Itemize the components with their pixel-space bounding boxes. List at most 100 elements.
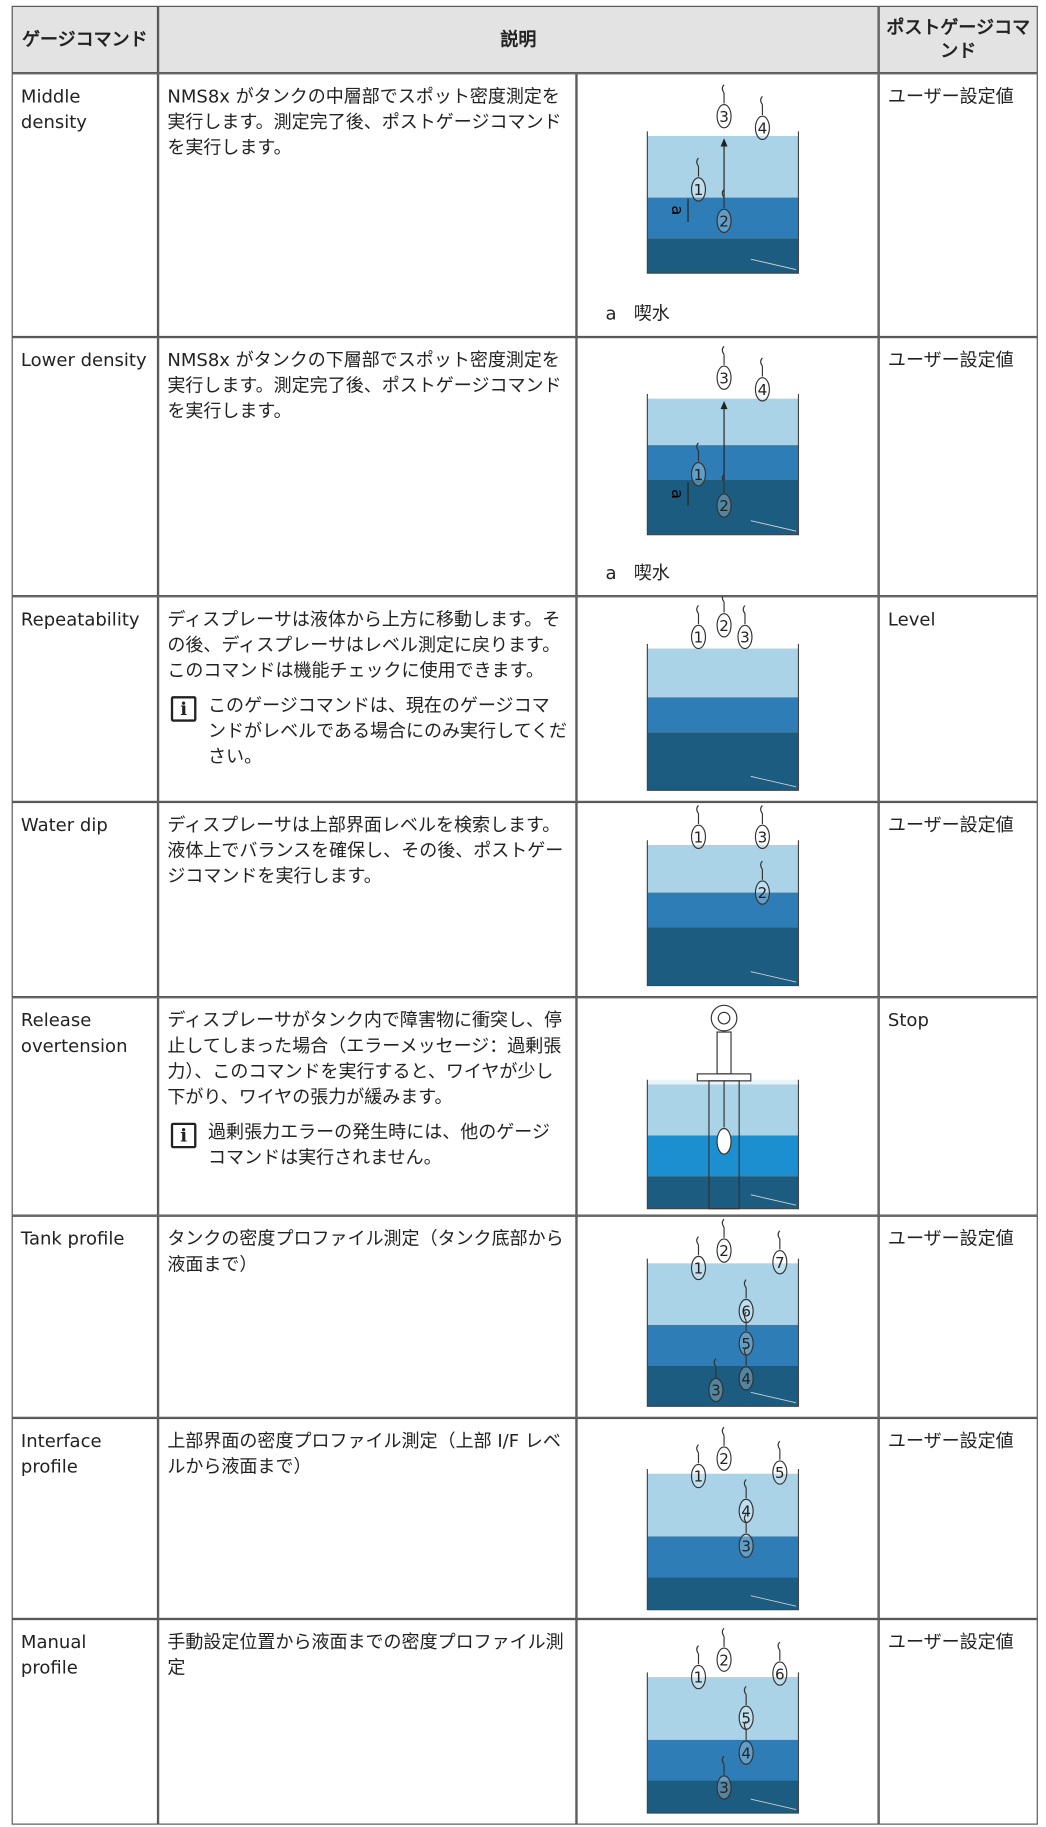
post-command-cell: ユーザー設定値 bbox=[878, 1215, 1038, 1418]
tank-figure: 3 4 12 a bbox=[646, 84, 800, 274]
displacer-number: 1 bbox=[694, 181, 704, 199]
displacer-number: 2 bbox=[719, 497, 729, 515]
post-command-text: ユーザー設定値 bbox=[887, 349, 1014, 371]
caption-gap bbox=[617, 303, 634, 324]
hook bbox=[760, 357, 763, 367]
displacer-number: 3 bbox=[741, 1537, 751, 1555]
liquid-layer bbox=[647, 1263, 799, 1325]
hook bbox=[713, 1358, 717, 1368]
hook bbox=[721, 596, 725, 603]
tank-figure: 123 bbox=[646, 596, 800, 791]
liquid-layer bbox=[647, 238, 799, 274]
liquid-layer bbox=[647, 1176, 799, 1209]
hook bbox=[721, 1426, 725, 1436]
displacer-number: 1 bbox=[694, 1468, 704, 1486]
tank-wall bbox=[646, 393, 800, 536]
hook bbox=[743, 1720, 747, 1730]
hook bbox=[743, 1685, 747, 1695]
figure-cell bbox=[576, 337, 879, 597]
displacer-number: 3 bbox=[719, 108, 729, 126]
liquid-layer bbox=[647, 445, 799, 480]
tank-detail bbox=[750, 258, 797, 271]
command-cell: Middle density bbox=[11, 73, 159, 338]
displacer-number: 2 bbox=[719, 1651, 729, 1669]
info-icon: i bbox=[170, 1122, 197, 1149]
figure-cell bbox=[576, 801, 879, 998]
hook bbox=[696, 157, 699, 167]
hook bbox=[696, 1236, 699, 1246]
hook bbox=[721, 1218, 725, 1228]
tank-figure: 12 6 5 43 bbox=[646, 1627, 800, 1814]
hook bbox=[721, 189, 725, 198]
displacer bbox=[690, 177, 707, 202]
command-text: Release overtension bbox=[20, 1009, 128, 1057]
displacer bbox=[754, 377, 770, 402]
description-cell: 手動設定位置から液面までの密度プロファイル測定 bbox=[158, 1618, 577, 1825]
displacer bbox=[772, 1249, 788, 1275]
displacer-number: 4 bbox=[758, 120, 768, 138]
displacer-number: 3 bbox=[758, 828, 768, 846]
post-command-cell: ユーザー設定値 bbox=[878, 73, 1038, 338]
description-cell: ディスプレーサがタンク内で障害物に衝突し、停止してしまった場合（エラーメッセージ… bbox=[158, 997, 577, 1216]
info-icon: i bbox=[170, 696, 197, 722]
hook bbox=[742, 605, 746, 615]
liquid-layer bbox=[647, 1084, 799, 1136]
description-text: タンクの密度プロファイル測定（タンク底部から液面まで） bbox=[167, 1228, 564, 1275]
command-text: Tank profile bbox=[20, 1228, 125, 1250]
tank-detail bbox=[750, 971, 797, 983]
displacer bbox=[716, 1127, 732, 1155]
hook bbox=[696, 1444, 699, 1454]
liquid-layer bbox=[647, 1577, 799, 1610]
command-cell: Repeatability bbox=[11, 596, 159, 802]
displacer bbox=[716, 613, 732, 638]
displacer bbox=[738, 1366, 754, 1391]
displacer bbox=[772, 1661, 788, 1686]
displacer bbox=[716, 1775, 732, 1800]
description-text: ディスプレーサがタンク内で障害物に衝突し、停止してしまった場合（エラーメッセージ… bbox=[167, 1009, 563, 1108]
hook bbox=[760, 805, 763, 814]
command-text: Manual profile bbox=[20, 1631, 87, 1679]
tank-figure bbox=[646, 1004, 800, 1210]
command-cell: Water dip bbox=[11, 801, 159, 998]
displacer-number: 2 bbox=[719, 212, 729, 230]
displacer-number: 3 bbox=[711, 1382, 721, 1400]
displacer bbox=[690, 824, 707, 850]
gauge-window bbox=[717, 1011, 731, 1025]
displacer-number: 3 bbox=[719, 1779, 729, 1797]
displacer-number: 4 bbox=[741, 1503, 751, 1521]
command-text: Interface profile bbox=[20, 1430, 102, 1478]
displacer bbox=[690, 1463, 707, 1489]
note: i このゲージコマンドは、現在のゲージコマンドがレベルである場合にのみ実行してくだ… bbox=[167, 693, 567, 770]
post-command-text: ユーザー設定値 bbox=[887, 1631, 1014, 1653]
tank-figure: 12 7 6 5 3 4 bbox=[646, 1218, 800, 1407]
figure-caption: a 喫水 bbox=[606, 560, 670, 586]
caption-text: 喫水 bbox=[633, 303, 670, 325]
header-text: 説明 bbox=[500, 29, 537, 50]
tank-detail bbox=[750, 1595, 797, 1607]
tank-wall bbox=[646, 1672, 800, 1814]
displacer bbox=[738, 1740, 754, 1765]
note: i 過剰張力エラーの発生時には、他のゲージコマンドは実行されません。 bbox=[167, 1119, 567, 1170]
description-text: ディスプレーサは液体から上方に移動します。その後、ディスプレーサはレベル測定に戻… bbox=[167, 609, 561, 682]
command-text: Lower density bbox=[20, 349, 147, 371]
description-text: 上部界面の密度プロファイル測定（上部 I/F レベルから液面まで） bbox=[167, 1430, 561, 1478]
draft-label: a bbox=[668, 489, 687, 499]
displacer-number: 1 bbox=[694, 828, 704, 846]
hook bbox=[696, 805, 699, 814]
post-command-text: ユーザー設定値 bbox=[887, 86, 1014, 107]
tank-figure: 12 5 4 3 bbox=[646, 1426, 800, 1611]
tank-detail bbox=[750, 1391, 797, 1404]
liquid-layer bbox=[647, 844, 799, 893]
displacer bbox=[690, 624, 707, 650]
displacer-number: 1 bbox=[694, 466, 704, 484]
displacer bbox=[716, 1238, 732, 1263]
liquid-layer bbox=[647, 892, 799, 928]
post-command-text: ユーザー設定値 bbox=[887, 814, 1014, 836]
displacer bbox=[772, 1460, 788, 1485]
caption-letter: a bbox=[605, 303, 617, 325]
caption-gap bbox=[617, 563, 634, 584]
description-cell: ディスプレーサは液体から上方に移動します。その後、ディスプレーサはレベル測定に戻… bbox=[158, 596, 577, 802]
description-text: ディスプレーサは上部界面レベルを検索します。液体上でバランスを確保し、その後、ポ… bbox=[167, 814, 564, 887]
hook bbox=[696, 605, 699, 615]
displacer-number: 4 bbox=[758, 381, 768, 399]
